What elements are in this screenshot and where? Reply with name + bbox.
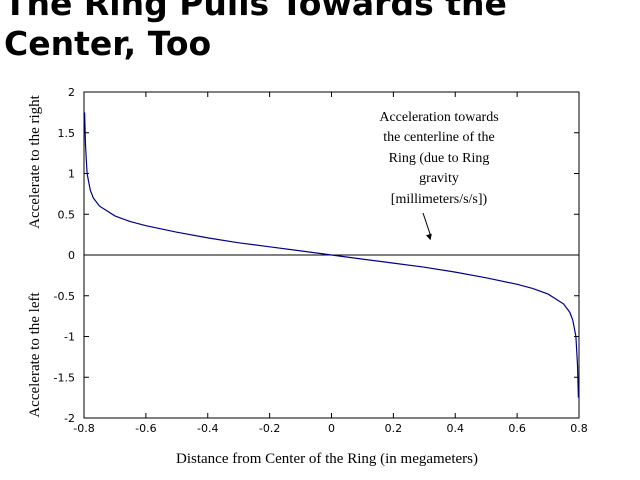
y-tick-label: -1.5: [54, 371, 75, 384]
y-tick-label: 0.5: [58, 208, 76, 221]
y-axis-label-upper: Accelerate to the right: [27, 94, 43, 229]
slide-title-line-2: Center, Too: [4, 24, 212, 63]
x-tick-label: 0.6: [508, 422, 526, 435]
x-tick-label: 0: [328, 422, 335, 435]
x-tick-label: 0.2: [385, 422, 403, 435]
annotation-line-1: Acceleration towards: [379, 110, 498, 125]
x-tick-label: 0.8: [570, 422, 588, 435]
y-axis-ticks: 2 1.5 1 0.5 0 -0.5 -1 -1.5 -2: [54, 86, 579, 425]
x-axis-label: Distance from Center of the Ring (in meg…: [176, 451, 478, 467]
y-tick-label: 0: [68, 249, 75, 262]
y-tick-label: 1.5: [58, 127, 76, 140]
acceleration-curve: [84, 112, 579, 398]
y-tick-label: -0.5: [54, 290, 75, 303]
annotation-line-2: the centerline of the: [383, 130, 495, 145]
x-axis-ticks: -0.8 -0.6 -0.4 -0.2 0 0.2 0.4 0.6 0.8: [73, 92, 588, 435]
y-tick-label: 2: [68, 86, 75, 99]
annotation: Acceleration towards the centerline of t…: [379, 110, 499, 241]
annotation-line-4: gravity: [419, 171, 459, 186]
x-tick-label: -0.8: [73, 422, 94, 435]
x-tick-label: -0.6: [135, 422, 156, 435]
slide-title-line-1: The Ring Pulls Towards the: [4, 0, 507, 23]
annotation-line-5: [millimeters/s/s]): [391, 192, 488, 207]
x-tick-label: -0.2: [259, 422, 280, 435]
y-tick-label: -2: [64, 412, 75, 425]
annotation-arrowhead: [426, 233, 432, 241]
y-tick-label: -1: [64, 331, 75, 344]
x-tick-label: -0.4: [197, 422, 218, 435]
y-axis-label-lower: Accelerate to the left: [27, 292, 43, 418]
x-tick-label: 0.4: [447, 422, 465, 435]
annotation-arrow: [422, 212, 431, 236]
annotation-line-3: Ring (due to Ring: [389, 151, 490, 166]
slide-title: The Ring Pulls Towards the Center, Too: [4, 0, 507, 64]
y-tick-label: 1: [68, 168, 75, 181]
